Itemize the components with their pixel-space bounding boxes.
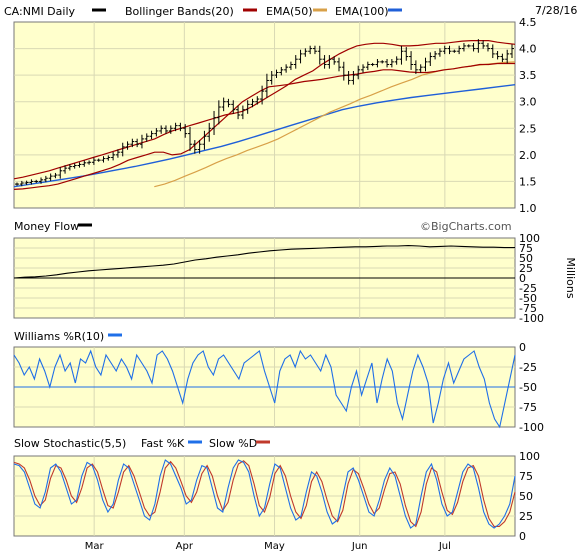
ema100-line: [13, 84, 516, 188]
money-flow-label: Money Flow: [14, 220, 79, 233]
stochastic-label: Slow Stochastic(5,5): [14, 437, 126, 450]
slow-d-label: Slow %D: [209, 437, 257, 450]
month-label: Mar: [85, 541, 105, 552]
money-flow-tick-label: 0: [519, 272, 526, 285]
price-panel: [13, 21, 516, 209]
price-tick-label: 2.0: [519, 149, 537, 162]
williams-tick-label: -50: [519, 381, 537, 394]
bollinger-legend-label: Bollinger Bands(20): [125, 5, 234, 18]
money-flow-tick-label: 50: [519, 252, 533, 265]
stochastic-tick-label: 75: [519, 470, 533, 483]
williams-tick-label: 0: [519, 341, 526, 354]
williams-tick-label: -100: [519, 421, 544, 434]
ema50-legend-label: EMA(50): [266, 5, 313, 18]
fast-k-label: Fast %K: [141, 437, 185, 450]
money-flow-tick-label: -100: [519, 312, 544, 325]
money-flow-tick-label: 75: [519, 242, 533, 255]
money-flow-tick-label: -75: [519, 302, 537, 315]
money-flow-line: [13, 245, 515, 279]
price-tick-label: 3.0: [519, 96, 537, 109]
ema100-legend-label: EMA(100): [335, 5, 389, 18]
price-tick-label: 1.5: [519, 175, 537, 188]
williams-tick-label: -75: [519, 401, 537, 414]
price-tick-label: 4.0: [519, 43, 537, 56]
price-tick-label: 2.5: [519, 122, 537, 135]
williams-line: [13, 349, 516, 429]
slow-d-line: [13, 460, 516, 528]
symbol-label: CA:NMI Daily: [4, 5, 76, 18]
chart-date: 7/28/16: [535, 4, 577, 17]
bollinger-lower-line: [13, 62, 515, 190]
money-flow-tick-label: 25: [519, 262, 533, 275]
money-flow-tick-label: -50: [519, 292, 537, 305]
stochastic-tick-label: 50: [519, 490, 533, 503]
month-label: Jun: [351, 541, 368, 552]
williams-tick-label: -25: [519, 361, 537, 374]
stochastic-tick-label: 100: [519, 450, 540, 463]
month-label: Apr: [176, 541, 194, 552]
fast-k-line: [13, 459, 516, 529]
bollinger-upper-line: [13, 40, 516, 180]
month-label: Jul: [438, 541, 451, 552]
price-tick-label: 3.5: [519, 69, 537, 82]
money-flow-tick-label: 100: [519, 232, 540, 245]
price-tick-label: 1.0: [519, 202, 537, 215]
money-flow-tick-label: -25: [519, 282, 537, 295]
month-label: May: [264, 541, 285, 552]
bigcharts-watermark: ©BigCharts.com: [420, 220, 512, 233]
price-tick-label: 4.5: [519, 16, 537, 29]
money-flow-ylabel: Millions: [564, 257, 577, 298]
stochastic-tick-label: 25: [519, 510, 533, 523]
williams-label: Williams %R(10): [14, 330, 104, 343]
stochastic-tick-label: 0: [519, 530, 526, 543]
